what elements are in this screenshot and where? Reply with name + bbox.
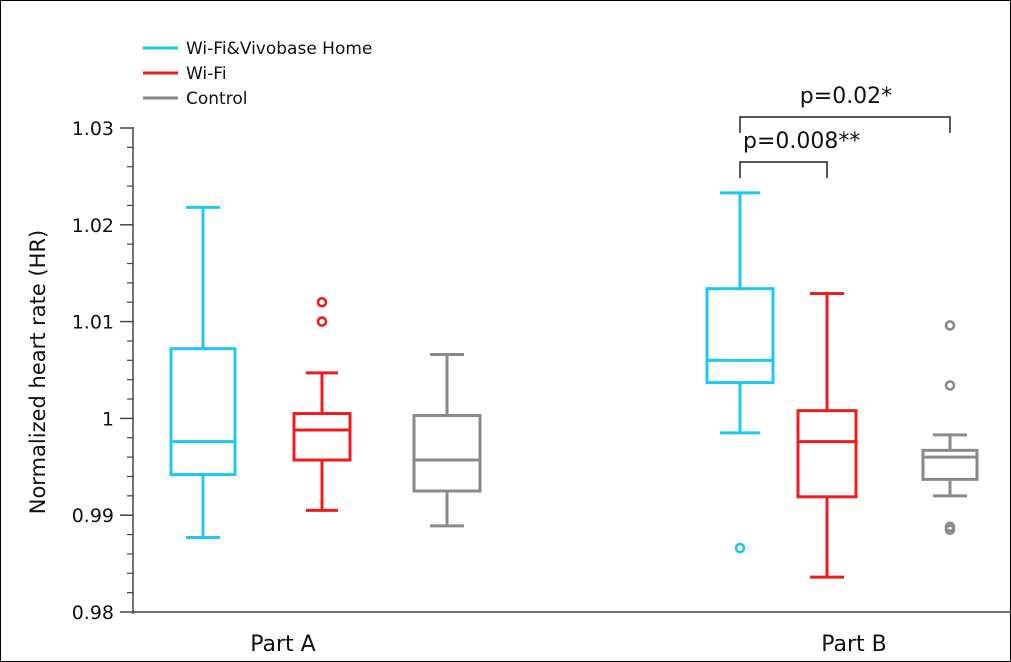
box-0-0 — [169, 205, 237, 539]
outlier-point — [944, 521, 956, 533]
outlier-point — [734, 542, 746, 554]
box-1-1 — [796, 292, 858, 579]
y-tick-label: 1.03 — [72, 118, 114, 140]
iqr-box — [705, 287, 775, 385]
outlier-point — [316, 316, 328, 327]
boxes-layer — [169, 191, 979, 579]
legend: Wi-Fi&Vivobase Home Wi-Fi Control — [143, 39, 372, 109]
significance-bracket — [739, 116, 951, 133]
iqr-box — [796, 409, 858, 499]
x-tick-label-part-a: Part A — [250, 632, 315, 657]
iqr-box — [292, 412, 352, 462]
outlier-point — [944, 380, 956, 391]
x-tick-label-part-b: Part B — [821, 632, 887, 657]
y-tick-label: 1.02 — [72, 215, 114, 237]
significance-bracket — [739, 161, 828, 178]
legend-label: Wi-Fi&Vivobase Home — [186, 39, 372, 59]
iqr-box — [169, 347, 237, 477]
outlier-point — [944, 320, 956, 331]
box-1-0 — [292, 296, 352, 512]
y-axis: 0.98 0.99 1 1.01 1.02 1.03 — [72, 118, 134, 624]
outlier-point — [316, 296, 328, 308]
significance-label: p=0.02* — [800, 84, 892, 109]
box-2-1 — [921, 320, 979, 536]
y-tick-label: 0.98 — [72, 602, 114, 624]
legend-label: Control — [186, 89, 247, 109]
y-tick-label: 0.99 — [72, 505, 114, 527]
significance-label: p=0.008** — [743, 129, 860, 154]
annotations-layer: p=0.02* p=0.008** — [739, 84, 951, 178]
iqr-box — [412, 413, 482, 493]
iqr-box — [921, 448, 979, 481]
box-0-1 — [705, 191, 775, 554]
y-tick-label: 1 — [102, 408, 114, 430]
legend-label: Wi-Fi — [186, 64, 227, 84]
y-axis-label: Normalized heart rate (HR) — [26, 230, 50, 515]
y-tick-label: 1.01 — [72, 312, 114, 334]
box-2-0 — [412, 353, 482, 528]
